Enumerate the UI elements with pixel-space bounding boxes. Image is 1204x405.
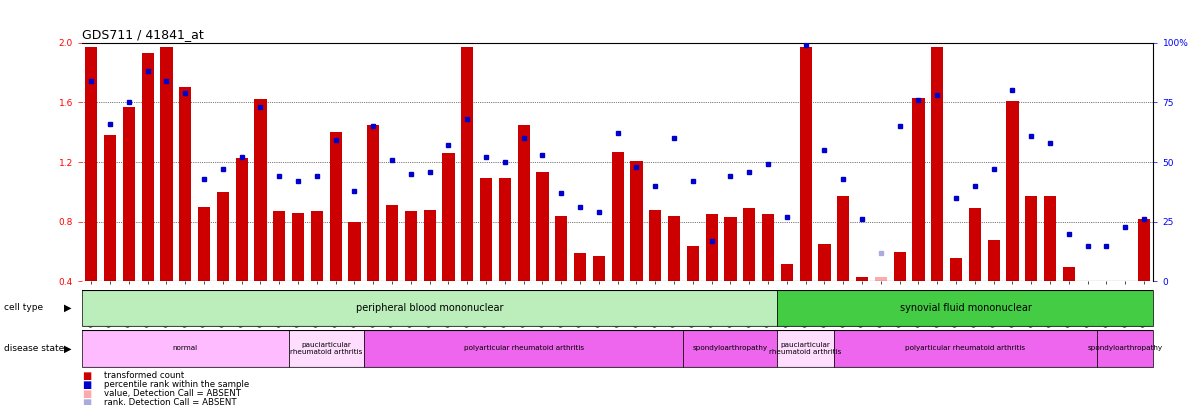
Bar (236, 158, 248, 281)
Bar (706, 214, 718, 281)
Bar (631, 160, 643, 281)
Text: pauciarticular
rheumatoid arthritis: pauciarticular rheumatoid arthritis (290, 342, 362, 355)
Bar (778, 290, 1153, 326)
Text: ■: ■ (82, 389, 92, 399)
Bar (799, 47, 811, 281)
Text: percentile rank within the sample: percentile rank within the sample (104, 380, 249, 389)
Bar (104, 135, 116, 281)
Text: transformed count: transformed count (104, 371, 184, 380)
Bar (123, 107, 135, 281)
Bar (179, 87, 191, 281)
Bar (386, 205, 399, 281)
Bar (498, 179, 510, 281)
Bar (668, 216, 680, 281)
Text: disease state: disease state (4, 344, 64, 353)
Bar (82, 330, 289, 367)
Bar (217, 192, 229, 281)
Bar (743, 208, 755, 281)
Bar (1044, 196, 1056, 281)
Bar (291, 213, 305, 281)
Bar (142, 53, 154, 281)
Text: polyarticular rheumatoid arthritis: polyarticular rheumatoid arthritis (464, 345, 584, 351)
Bar (649, 210, 661, 281)
Text: peripheral blood mononuclear: peripheral blood mononuclear (356, 303, 503, 313)
Bar (856, 277, 868, 281)
Bar (85, 47, 98, 281)
Text: synovial fluid mononuclear: synovial fluid mononuclear (899, 303, 1032, 313)
Text: value, Detection Call = ABSENT: value, Detection Call = ABSENT (104, 389, 241, 398)
Bar (1063, 266, 1075, 281)
Bar (254, 99, 266, 281)
Bar (834, 330, 1097, 367)
Bar (330, 132, 342, 281)
Bar (931, 47, 944, 281)
Bar (424, 210, 436, 281)
Bar (82, 290, 778, 326)
Text: GDS711 / 41841_at: GDS711 / 41841_at (82, 28, 203, 41)
Bar (819, 244, 831, 281)
Bar (762, 214, 774, 281)
Text: spondyloarthropathy: spondyloarthropathy (692, 345, 768, 351)
Bar (442, 153, 455, 281)
Bar (289, 330, 364, 367)
Bar (1097, 330, 1153, 367)
Bar (273, 211, 285, 281)
Text: ▶: ▶ (64, 303, 71, 313)
Bar (1025, 196, 1038, 281)
Bar (367, 125, 379, 281)
Bar (778, 330, 834, 367)
Text: ■: ■ (82, 380, 92, 390)
Bar (536, 173, 549, 281)
Bar (364, 330, 684, 367)
Text: pauciarticular
rheumatoid arthritis: pauciarticular rheumatoid arthritis (769, 342, 842, 355)
Text: normal: normal (172, 345, 197, 351)
Bar (461, 47, 473, 281)
Bar (480, 179, 492, 281)
Text: ■: ■ (82, 398, 92, 405)
Bar (160, 47, 172, 281)
Bar (555, 216, 567, 281)
Bar (686, 245, 700, 281)
Bar (725, 217, 737, 281)
Text: cell type: cell type (4, 303, 42, 312)
Text: rank, Detection Call = ABSENT: rank, Detection Call = ABSENT (104, 398, 236, 405)
Bar (311, 211, 323, 281)
Bar (1138, 219, 1150, 281)
Text: ▶: ▶ (64, 343, 71, 353)
Bar (969, 208, 981, 281)
Bar (405, 211, 417, 281)
Bar (837, 196, 849, 281)
Bar (518, 125, 530, 281)
Bar (950, 258, 962, 281)
Bar (574, 253, 586, 281)
Bar (684, 330, 778, 367)
Text: polyarticular rheumatoid arthritis: polyarticular rheumatoid arthritis (905, 345, 1026, 351)
Bar (780, 264, 793, 281)
Bar (612, 151, 624, 281)
Bar (913, 98, 925, 281)
Bar (987, 240, 999, 281)
Text: ■: ■ (82, 371, 92, 381)
Bar (592, 256, 604, 281)
Bar (197, 207, 211, 281)
Bar (893, 252, 905, 281)
Bar (1007, 101, 1019, 281)
Text: spondyloarthropathy: spondyloarthropathy (1087, 345, 1163, 351)
Bar (348, 222, 360, 281)
Bar (875, 277, 887, 281)
